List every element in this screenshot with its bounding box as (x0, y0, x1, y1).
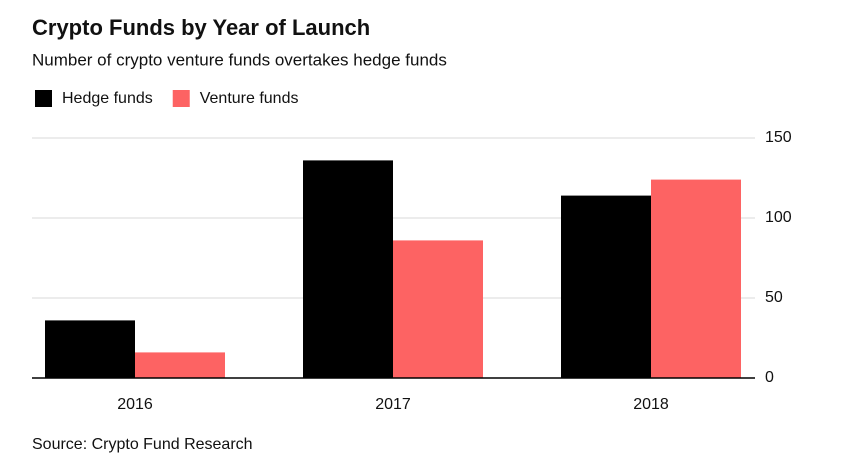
legend-swatch (172, 90, 190, 107)
y-tick-label: 150 (765, 129, 792, 146)
chart-title: Crypto Funds by Year of Launch (32, 15, 370, 40)
legend-label: Hedge funds (62, 90, 153, 107)
source-note: Source: Crypto Fund Research (32, 436, 253, 453)
x-tick-label: 2018 (633, 396, 669, 413)
bar (651, 179, 741, 378)
bar (45, 320, 135, 378)
x-tick-label: 2016 (117, 396, 153, 413)
bar (303, 160, 393, 378)
x-tick-label: 2017 (375, 396, 411, 413)
bar (561, 195, 651, 378)
y-tick-label: 50 (765, 289, 783, 306)
legend-label: Venture funds (200, 90, 299, 107)
y-tick-label: 0 (765, 369, 774, 386)
bar (393, 240, 483, 378)
y-tick-label: 100 (765, 209, 792, 226)
legend-swatch (35, 90, 52, 107)
chart-subtitle: Number of crypto venture funds overtakes… (32, 50, 447, 69)
bar (135, 352, 225, 378)
